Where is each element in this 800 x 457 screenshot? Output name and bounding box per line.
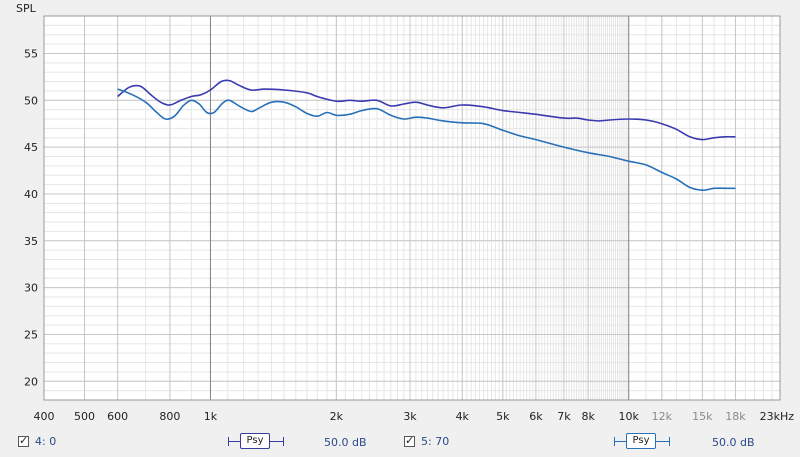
y-tick-label: 50: [24, 94, 38, 107]
series-2-psy-button[interactable]: Psy: [626, 433, 656, 449]
y-tick-labels: 20 25 30 35 40 45 50 55: [24, 47, 38, 388]
series-line-1: [117, 79, 736, 141]
x-tick-label: 600: [107, 410, 128, 423]
x-tick-label: 4k: [456, 410, 470, 423]
plot-background: [44, 16, 780, 400]
series-1-level: 50.0 dB: [324, 436, 367, 449]
series-2-checkbox[interactable]: ✓: [404, 433, 415, 447]
y-tick-label: 25: [24, 328, 38, 341]
y-tick-label: 55: [24, 47, 38, 60]
x-tick-label: 6k: [529, 410, 543, 423]
x-tick-label: 7k: [557, 410, 571, 423]
y-tick-label: 40: [24, 188, 38, 201]
y-tick-label: 45: [24, 141, 38, 154]
series-2-psy-control[interactable]: Psy: [614, 432, 670, 450]
x-tick-label: 10k: [619, 410, 640, 423]
series-line-2: [117, 88, 736, 192]
x-tick-label: 5k: [496, 410, 510, 423]
x-tick-label: 12k: [652, 410, 673, 423]
x-tick-labels: 400 500 600 800 1k 2k 3k 4k 5k 6k 7k 8k 10k 12k 15k 18k…: [34, 410, 795, 423]
legend-item-series-1: ✓ 4: 0: [18, 430, 56, 452]
x-tick-label: 500: [74, 410, 95, 423]
decade-lines: [209, 16, 630, 400]
legend-item-series-2: ✓ 5: 70: [404, 430, 449, 452]
x-tick-label: 2k: [330, 410, 344, 423]
x-tick-label: 15k: [692, 410, 713, 423]
y-tick-label: 30: [24, 282, 38, 295]
series-1-checkbox[interactable]: ✓: [18, 433, 29, 447]
x-tick-label: 23kHz: [760, 410, 795, 423]
major-grid: [44, 16, 780, 400]
series-2-level: 50.0 dB: [712, 436, 755, 449]
y-tick-label: 20: [24, 375, 38, 388]
x-tick-label: 18k: [725, 410, 746, 423]
series-2-label: 5: 70: [421, 434, 450, 448]
x-tick-label: 3k: [403, 410, 417, 423]
x-tick-label: 800: [159, 410, 180, 423]
series-1-label: 4: 0: [35, 434, 57, 448]
series-1-psy-button[interactable]: Psy: [240, 433, 270, 449]
y-axis-title: SPL: [16, 2, 37, 15]
series-layer: [117, 79, 736, 192]
series-1-psy-control[interactable]: Psy: [228, 432, 284, 450]
y-tick-label: 35: [24, 235, 38, 248]
x-tick-label: 1k: [204, 410, 218, 423]
x-tick-label: 8k: [581, 410, 595, 423]
x-tick-label: 400: [34, 410, 55, 423]
plot-border: [43, 15, 781, 401]
